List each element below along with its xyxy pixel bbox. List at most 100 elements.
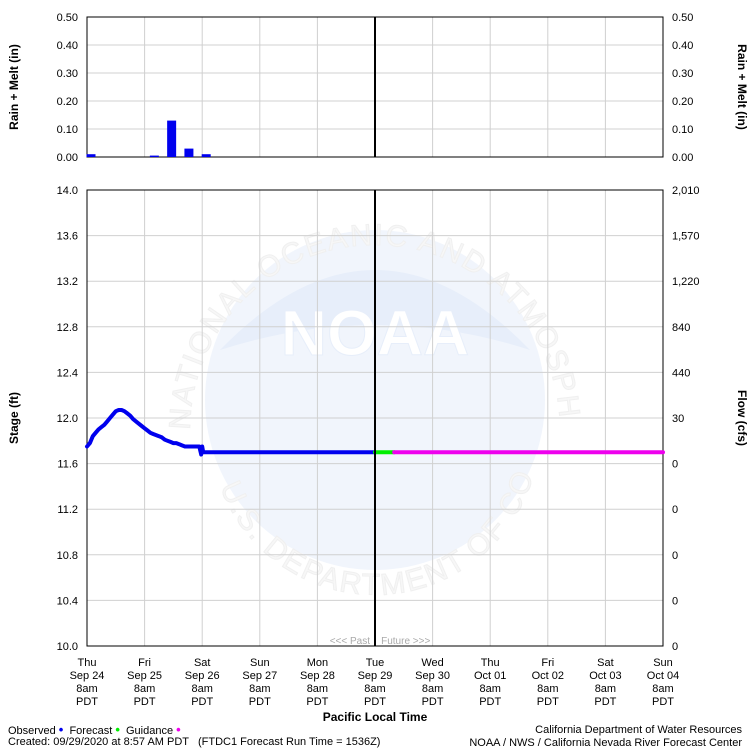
xtick-time: 8am [134,683,155,695]
xtick-day: Wed [421,657,443,669]
xtick-date: Oct 01 [474,670,506,682]
flow-ytick-right: 0 [672,641,678,653]
xtick-date: Sep 28 [300,670,335,682]
stage-ylabel: Stage (ft) [7,392,21,444]
precip-ytick-left: 0.10 [57,124,78,136]
precip-ylabel-left: Rain + Melt (in) [7,44,21,130]
xtick-tz: PDT [134,696,156,708]
xtick-date: Sep 29 [358,670,393,682]
stage-ytick-left: 10.4 [57,595,78,607]
noaa-watermark: NOAA NATIONAL OCEANIC AND ATMOSPHERIC AD… [0,0,584,603]
flow-ytick-right: 1,220 [672,276,700,288]
xtick-day: Sun [653,657,673,669]
precip-bar-4 [201,154,211,157]
xtick-tz: PDT [306,696,328,708]
precip-ytick-right: 0.20 [672,96,693,108]
flow-ytick-right: 1,570 [672,231,700,243]
flow-ytick-right: 30 [672,413,684,425]
precip-ytick-right: 0.30 [672,68,693,80]
xtick-day: Fri [541,657,554,669]
xtick-tz: PDT [422,696,444,708]
xtick-tz: PDT [652,696,674,708]
xtick-time: 8am [422,683,443,695]
xtick-day: Sat [597,657,614,669]
flow-ylabel: Flow (cfs) [735,390,749,446]
xtick-date: Sep 24 [70,670,105,682]
xtick-day: Sun [250,657,270,669]
precip-bar-2 [167,120,177,157]
legend-observed-dot: • [58,722,64,737]
credit-dwr: California Department of Water Resources [535,724,742,736]
flow-ytick-right: 440 [672,367,690,379]
legend: Observed • Forecast • Guidance • [8,722,181,737]
xtick-date: Sep 26 [185,670,220,682]
created-line: Created: 09/29/2020 at 8:57 AM PDT (FTDC… [8,736,380,748]
xtick-time: 8am [191,683,212,695]
precip-bar-3 [184,148,194,157]
xtick-time: 8am [364,683,385,695]
xtick-day: Fri [138,657,151,669]
stage-ytick-left: 11.2 [57,504,78,516]
stage-panel: 10.0 0 10.4 0 10.8 0 11.2 0 11.6 0 12.0 30 12.4 440 12… [7,185,749,724]
xtick-date: Sep 25 [127,670,162,682]
flow-ytick-right: 840 [672,322,690,334]
xtick-date: Oct 04 [647,670,679,682]
xtick-time: 8am [479,683,500,695]
stage-ytick-left: 10.0 [57,641,78,653]
series-line-observed [85,408,377,457]
precip-ytick-right: 0.50 [672,12,693,24]
xtick-day: Thu [481,657,500,669]
xtick-day: Mon [307,657,328,669]
stage-ytick-left: 12.4 [57,367,78,379]
xtick-date: Oct 02 [532,670,564,682]
xtick-tz: PDT [479,696,501,708]
flow-ytick-right: 2,010 [672,185,700,197]
precip-panel: 0.00 0.00 0.10 0.10 0.20 0.20 0.30 0.30 0.40 0.40… [7,12,749,164]
precip-ylabel-right: Rain + Melt (in) [735,44,749,130]
precip-ytick-left: 0.20 [57,96,78,108]
xtick-time: 8am [307,683,328,695]
flow-ytick-right: 0 [672,595,678,607]
legend-guidance-dot: • [176,722,181,737]
precip-ytick-left: 0.50 [57,12,78,24]
created-timestamp: Created: 09/29/2020 at 8:57 AM PDT [8,736,189,748]
xtick-time: 8am [595,683,616,695]
xtick-time: 8am [652,683,673,695]
xtick-tz: PDT [594,696,616,708]
xtick-date: Oct 03 [589,670,621,682]
precip-ytick-right: 0.40 [672,40,693,52]
xtick-day: Sat [194,657,211,669]
xtick-time: 8am [249,683,270,695]
flow-ytick-right: 0 [672,504,678,516]
stage-ytick-left: 14.0 [57,185,78,197]
precip-ytick-left: 0.30 [57,68,78,80]
stage-ytick-left: 12.8 [57,322,78,334]
stage-ytick-left: 11.6 [57,459,78,471]
stage-ytick-left: 13.2 [57,276,78,288]
past-future-label: <<< Past Future >>> [330,636,431,647]
stage-ytick-left: 12.0 [57,413,78,425]
xtick-tz: PDT [364,696,386,708]
xtick-tz: PDT [191,696,213,708]
forecast-run-time: (FTDC1 Forecast Run Time = 1536Z) [197,736,381,748]
flow-ytick-right: 0 [672,550,678,562]
xtick-tz: PDT [249,696,271,708]
stage-ytick-left: 10.8 [57,550,78,562]
legend-guidance-label: Guidance [126,725,174,737]
xtick-time: 8am [76,683,97,695]
flow-ytick-right: 0 [672,459,678,471]
xtick-date: Sep 27 [242,670,277,682]
precip-ytick-right: 0.10 [672,124,693,136]
stage-ytick-left: 13.6 [57,231,78,243]
legend-forecast-dot: • [115,722,120,737]
precip-bar-0 [86,154,96,157]
precip-bar-1 [149,155,159,157]
xtick-tz: PDT [76,696,98,708]
xaxis-title: Pacific Local Time [323,710,428,724]
precip-ytick-left: 0.40 [57,40,78,52]
legend-forecast-label: Forecast [69,725,113,737]
xtick-tz: PDT [537,696,559,708]
xtick-time: 8am [537,683,558,695]
precip-ytick-right: 0.00 [672,152,693,164]
